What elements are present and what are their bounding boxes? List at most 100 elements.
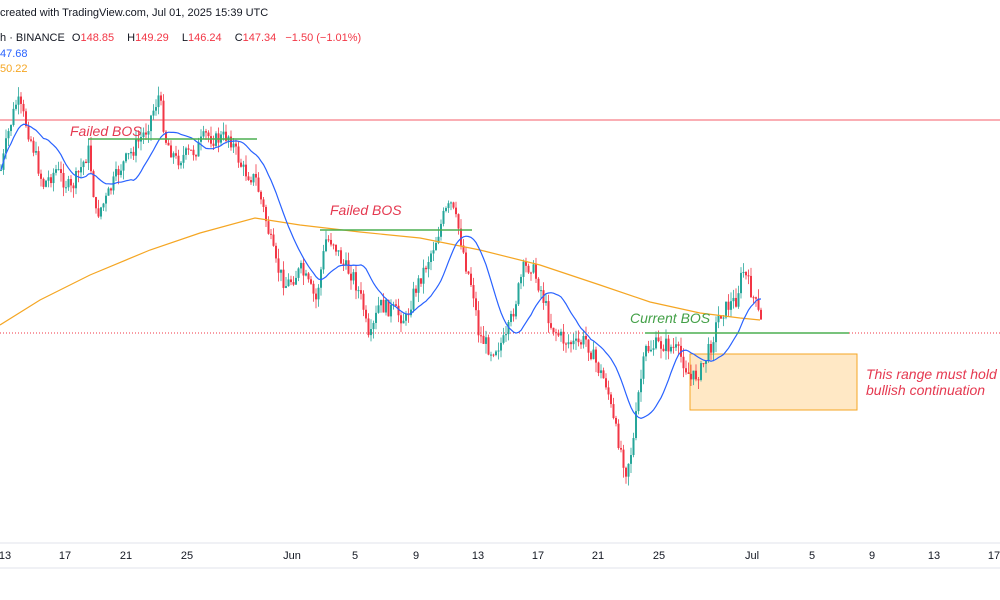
range-note-line-1: This range must hold — [866, 366, 997, 382]
candle-body — [750, 275, 752, 298]
symbol-name[interactable]: h — [0, 32, 7, 44]
candle-body — [755, 297, 757, 299]
ma-fast-legend[interactable]: 47.68 — [0, 48, 28, 60]
candle-body — [242, 164, 245, 167]
candle-body — [162, 100, 165, 132]
candle-body — [752, 297, 755, 299]
candle-body — [720, 315, 722, 319]
candle-body — [92, 171, 95, 198]
candle-body — [642, 356, 645, 379]
candle-body — [47, 177, 50, 181]
candle-body — [122, 161, 125, 171]
candle-body — [352, 272, 355, 281]
candle-body — [437, 236, 440, 243]
candle-body — [560, 331, 562, 336]
candle-body — [627, 463, 630, 477]
candle-body — [355, 272, 357, 291]
time-axis-label: 5 — [351, 550, 359, 562]
candle-body — [552, 327, 555, 333]
candle-body — [652, 348, 655, 350]
time-axis-label: 21 — [119, 550, 133, 562]
candle-body — [522, 261, 525, 277]
low-label: L — [181, 32, 188, 44]
candle-body — [257, 177, 260, 192]
candle-body — [267, 221, 270, 234]
candle-body — [447, 203, 450, 209]
candle-body — [167, 142, 170, 146]
time-axis-label: Jul — [744, 550, 760, 562]
candle-body — [190, 149, 192, 151]
candle-body — [717, 315, 720, 323]
candle-body — [187, 148, 190, 150]
candle-body — [142, 132, 145, 138]
candle-body — [647, 345, 650, 352]
candle-body — [25, 111, 27, 127]
candle-body — [275, 245, 277, 259]
candle-body — [175, 153, 177, 156]
candle-body — [62, 172, 65, 188]
candle-body — [655, 337, 657, 349]
candle-body — [567, 342, 570, 345]
candle-body — [312, 283, 315, 294]
candle-body — [132, 151, 135, 156]
candle-body — [692, 370, 695, 380]
candle-body — [342, 263, 345, 266]
candle-body — [100, 207, 102, 217]
candle-body — [265, 206, 267, 222]
open-value: 148.85 — [80, 32, 115, 44]
candle-body — [115, 169, 117, 177]
failed-bos-label-1: Failed BOS — [70, 123, 142, 139]
candle-body — [15, 104, 17, 109]
chart-credit: created with TradingView.com, Jul 01, 20… — [0, 7, 269, 19]
candle-body — [152, 110, 155, 116]
candle-body — [207, 132, 210, 137]
candle-body — [535, 264, 537, 279]
candle-body — [415, 288, 417, 293]
candle-body — [452, 202, 455, 208]
candle-body — [212, 143, 215, 146]
candle-body — [495, 351, 497, 356]
candle-body — [465, 252, 467, 272]
candle-body — [502, 335, 505, 343]
candle-body — [390, 304, 392, 317]
candle-body — [760, 309, 762, 320]
candle-body — [747, 275, 750, 277]
candle-body — [77, 171, 80, 173]
candle-body — [540, 290, 542, 292]
candle-body — [580, 342, 582, 345]
time-axis-label: 17 — [987, 550, 1000, 562]
high-label: H — [127, 32, 136, 44]
candle-body — [697, 379, 700, 381]
candle-body — [630, 455, 632, 464]
candle-body — [250, 180, 252, 183]
candle-body — [640, 378, 642, 393]
candle-body — [477, 310, 480, 336]
ma-slow-legend[interactable]: 50.22 — [0, 63, 28, 75]
candle-body — [637, 392, 640, 412]
candle-body — [17, 96, 20, 105]
candle-body — [290, 279, 292, 283]
candle-body — [322, 251, 325, 270]
candle-body — [82, 161, 85, 168]
candle-body — [375, 312, 377, 323]
candle-body — [270, 233, 272, 235]
candle-body — [597, 362, 600, 373]
candle-body — [670, 346, 672, 352]
candle-body — [252, 173, 255, 183]
candle-body — [37, 151, 40, 174]
candle-body — [702, 363, 705, 365]
candle-body — [625, 467, 627, 477]
candle-body — [380, 299, 382, 306]
candle-body — [102, 203, 105, 208]
candle-body — [120, 170, 122, 175]
candle-body — [722, 317, 725, 319]
candle-body — [12, 108, 15, 126]
candle-body — [537, 278, 540, 291]
candle-body — [425, 267, 427, 270]
candle-body — [480, 335, 482, 337]
candle-body — [712, 342, 715, 353]
candle-body — [135, 139, 137, 156]
candle-body — [67, 179, 70, 188]
separator-dot: · — [9, 32, 16, 44]
